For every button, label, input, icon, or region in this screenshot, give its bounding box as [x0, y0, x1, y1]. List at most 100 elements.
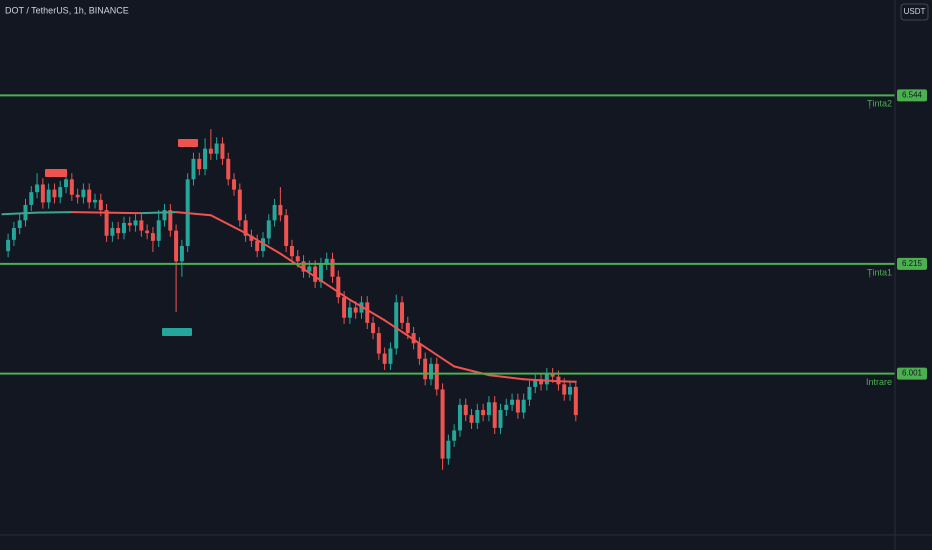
candle-body — [133, 220, 138, 226]
currency-label[interactable]: USDT — [904, 7, 926, 16]
candle-body — [110, 228, 115, 236]
candle-body — [510, 399, 515, 405]
level-label: Ținta2 — [867, 99, 892, 109]
candle-body — [243, 220, 248, 236]
candle-body — [272, 204, 277, 221]
candle-body — [226, 158, 231, 180]
candle-body — [365, 302, 370, 323]
candle-body — [249, 235, 254, 241]
candle-body — [440, 389, 445, 459]
candle-body — [400, 302, 405, 323]
candle-body — [58, 187, 63, 198]
candle-body — [411, 333, 416, 344]
moving-average-segment — [105, 211, 143, 215]
moving-average-segment — [383, 319, 421, 345]
level-label: Intrare — [866, 377, 892, 387]
candle-body — [475, 409, 480, 423]
candle-body — [469, 415, 474, 423]
candle-body — [127, 222, 132, 226]
candle-body — [533, 379, 538, 387]
candle-body — [457, 404, 462, 431]
candle-body — [342, 297, 347, 318]
candle-body — [428, 363, 433, 380]
candle-body — [75, 194, 80, 198]
candle-body — [504, 404, 509, 410]
candle-body — [29, 192, 34, 205]
candle-body — [214, 143, 219, 154]
candle-body — [197, 158, 202, 170]
candle-body — [145, 230, 150, 234]
candle-body — [17, 220, 22, 229]
candle-body — [492, 402, 497, 428]
candle-body — [307, 266, 312, 272]
candle-body — [336, 276, 341, 298]
marks — [0, 94, 895, 470]
candle-body — [481, 409, 486, 416]
candle-body — [527, 386, 532, 400]
candle-body — [423, 358, 428, 380]
candle-body — [203, 148, 208, 170]
candle-body — [434, 363, 439, 390]
moving-average-segment — [348, 298, 386, 322]
moving-average-segment — [209, 214, 247, 235]
candle-body — [486, 402, 491, 416]
candle-body — [313, 266, 318, 282]
candle-body — [40, 184, 45, 203]
candle-body — [121, 222, 126, 234]
candle-body — [318, 263, 323, 282]
candle-body — [191, 158, 196, 180]
candle-body — [446, 440, 451, 459]
candle-body — [220, 143, 225, 159]
candle-body — [87, 189, 92, 203]
candle-body — [347, 307, 352, 318]
level-label: Ținta1 — [867, 267, 892, 277]
candle-body — [544, 374, 549, 385]
candle-body — [289, 245, 294, 257]
candle-body — [353, 307, 358, 313]
candle-body — [498, 409, 503, 428]
level-badge — [897, 367, 927, 380]
candle-body — [405, 322, 410, 334]
currency-button[interactable] — [900, 3, 929, 21]
moving-average-segment — [314, 275, 351, 301]
candle-body — [69, 179, 74, 195]
moving-average-segment — [70, 211, 108, 214]
candle-body — [301, 261, 306, 272]
candle-body — [452, 430, 457, 441]
candle-body — [255, 240, 260, 252]
candle-body — [266, 220, 271, 239]
candle-body — [208, 148, 213, 154]
candle-body — [162, 210, 167, 221]
moving-average-segment — [1, 211, 39, 216]
candle-body — [35, 184, 40, 193]
signal-tag — [178, 139, 198, 147]
candle-body — [150, 233, 155, 241]
candle-body — [156, 220, 161, 241]
moving-average-segment — [175, 211, 212, 217]
candle-body — [568, 386, 573, 395]
candle-body — [139, 220, 144, 231]
level-badge — [897, 257, 927, 270]
candle-body — [237, 189, 242, 221]
candle-body — [284, 215, 289, 246]
moving-average-segment — [279, 252, 317, 278]
moving-average-segment — [418, 342, 456, 368]
candle-body — [174, 230, 179, 262]
candle-body — [562, 384, 567, 395]
moving-average-segment — [487, 374, 525, 381]
level-price-label: 6.001 — [902, 369, 923, 378]
candle-body — [232, 179, 237, 190]
moving-average-segment — [244, 232, 282, 255]
candle-body — [104, 210, 109, 236]
candle-body — [573, 386, 578, 416]
candle-body — [81, 189, 86, 198]
level-price-label: 6.544 — [902, 90, 923, 99]
level-price-label: 6.215 — [902, 259, 923, 268]
candle-body — [550, 374, 555, 377]
candle-body — [382, 353, 387, 364]
candle-body — [278, 204, 283, 216]
moving-average-segment — [140, 211, 178, 215]
signal-tag — [45, 169, 67, 177]
